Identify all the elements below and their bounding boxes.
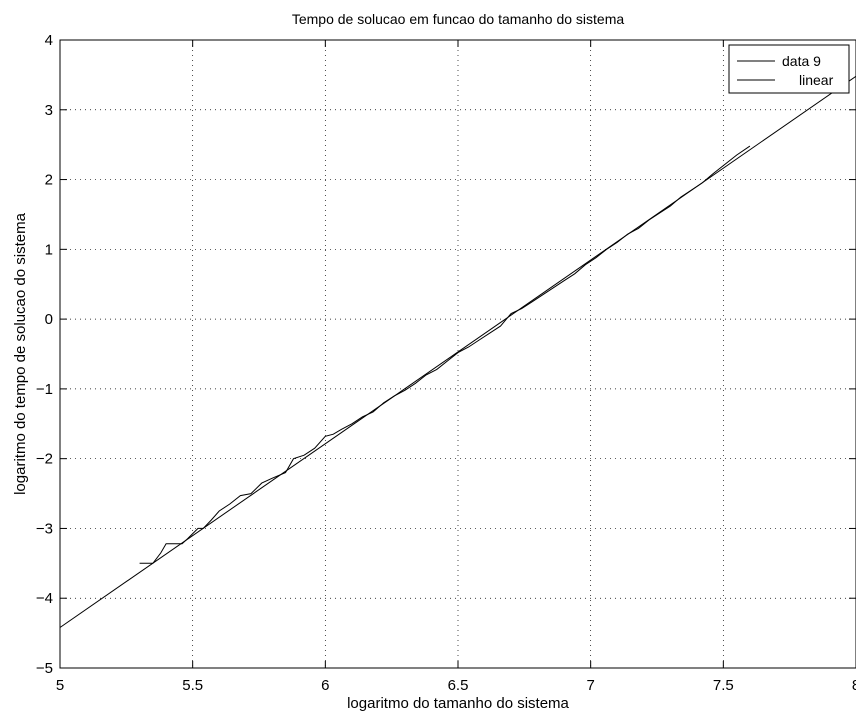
- y-tick-label: 4: [45, 32, 53, 49]
- y-tick-label: −2: [36, 451, 53, 468]
- series-line-data-9: [139, 145, 751, 564]
- x-tick-label: 5.5: [182, 677, 203, 694]
- legend: data 9 linear: [728, 44, 850, 94]
- grid-lines: [60, 40, 856, 668]
- y-tick-label: 1: [45, 241, 53, 258]
- legend-box: [728, 44, 850, 94]
- y-tick-label: 0: [45, 311, 53, 328]
- plot-area-frame: [59, 39, 856, 669]
- y-tick-label: −5: [36, 660, 53, 677]
- y-axis-label: logaritmo do tempo de solucao do sistema: [12, 212, 29, 494]
- x-tick-label: 7: [586, 677, 594, 694]
- legend-label-data-9: data 9: [782, 53, 821, 69]
- axis-ticks: [59, 39, 856, 669]
- chart-title: Tempo de solucao em funcao do tamanho do…: [292, 11, 625, 27]
- y-tick-label: −4: [36, 590, 53, 607]
- x-tick-label: 6: [321, 677, 329, 694]
- y-tick-label: −3: [36, 520, 53, 537]
- legend-label-linear: linear: [799, 72, 834, 88]
- series-line-linear: [59, 75, 856, 628]
- x-tick-label: 8: [852, 677, 856, 694]
- x-tick-label: 7.5: [713, 677, 734, 694]
- y-tick-label: 2: [45, 172, 53, 189]
- x-tick-label: 6.5: [448, 677, 469, 694]
- y-tick-label: 3: [45, 102, 53, 119]
- x-tick-label: 5: [56, 677, 64, 694]
- x-axis-label: logaritmo do tamanho do sistema: [347, 695, 569, 712]
- x-tick-labels: 5 5.5 6 6.5 7 7.5 8: [56, 677, 856, 694]
- series-lines: [59, 75, 856, 628]
- y-tick-labels: −5 −4 −3 −2 −1 0 1 2 3 4: [36, 32, 53, 677]
- y-tick-label: −1: [36, 381, 53, 398]
